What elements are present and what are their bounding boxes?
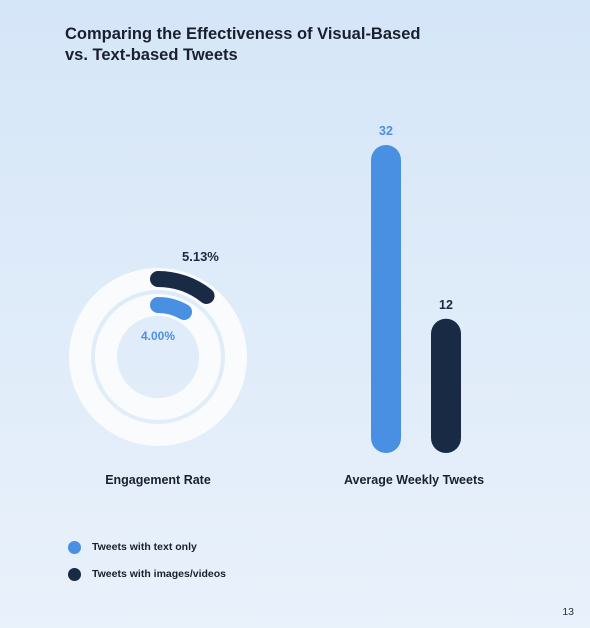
engagement-arc-text-only bbox=[150, 297, 192, 320]
weekly-tweets-chart: 32 12 Average Weekly Tweets bbox=[344, 124, 484, 487]
chart-title-line-2: vs. Text-based Tweets bbox=[65, 46, 238, 64]
engagement-label-text-only: 4.00% bbox=[141, 329, 175, 343]
engagement-rate-axis-label: Engagement Rate bbox=[105, 473, 211, 487]
legend-item-images-videos: Tweets with images/videos bbox=[68, 566, 226, 582]
legend-dot-icon bbox=[68, 567, 81, 581]
inner-ring-track bbox=[95, 294, 221, 420]
page-number: 13 bbox=[562, 606, 574, 618]
bar-label-images-videos: 12 bbox=[439, 298, 453, 312]
chart-title: Comparing the Effectiveness of Visual-Ba… bbox=[65, 24, 445, 66]
legend-dot-icon bbox=[68, 540, 81, 554]
legend-label: Tweets with text only bbox=[92, 541, 197, 553]
engagement-rate-chart: 5.13% 4.00% Engagement Rate bbox=[69, 249, 247, 487]
engagement-label-images-videos: 5.13% bbox=[182, 249, 219, 264]
weekly-tweets-axis-label: Average Weekly Tweets bbox=[344, 473, 484, 487]
bar-label-text-only: 32 bbox=[379, 124, 393, 138]
legend-item-text-only: Tweets with text only bbox=[68, 539, 226, 555]
legend-label: Tweets with images/videos bbox=[92, 568, 227, 580]
legend: Tweets with text only Tweets with images… bbox=[68, 539, 226, 593]
chart-title-line-1: Comparing the Effectiveness of Visual-Ba… bbox=[65, 25, 421, 43]
engagement-arc-images-videos bbox=[150, 271, 215, 304]
